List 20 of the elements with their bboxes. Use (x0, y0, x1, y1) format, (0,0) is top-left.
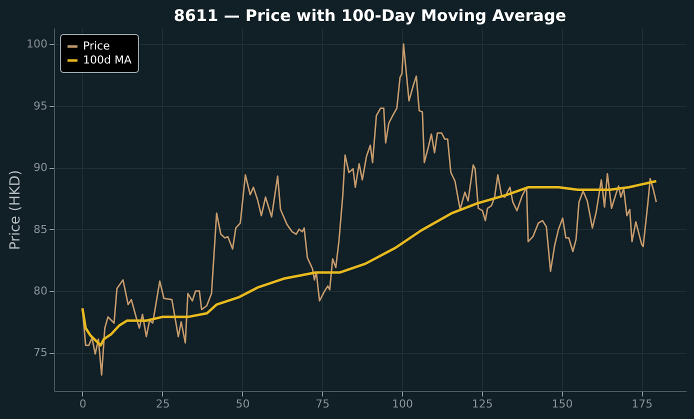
y-tick-label: 80 (34, 284, 48, 298)
x-tick-label: 0 (79, 398, 86, 410)
y-axis-title: Price (HKD) (8, 170, 24, 250)
line-series (82, 43, 658, 376)
x-tick-label: 150 (552, 398, 573, 410)
legend-label: 100d MA (83, 54, 132, 66)
x-tick-label: 75 (316, 398, 330, 410)
y-tick-label: 85 (34, 222, 48, 236)
line-series (81, 180, 658, 347)
x-tick-label: 125 (472, 398, 493, 410)
x-tick-label: 175 (632, 398, 653, 410)
x-tick-label: 100 (392, 398, 413, 410)
chart-title: 8611 — Price with 100-Day Moving Average (174, 6, 566, 25)
x-tick-label: 25 (156, 398, 170, 410)
y-tick-label: 75 (34, 346, 48, 360)
legend-label: Price (83, 40, 110, 52)
y-tick-label: 90 (34, 161, 48, 174)
y-tick-label: 95 (34, 99, 48, 112)
y-tick-label: 100 (26, 38, 48, 51)
x-tick-label: 50 (236, 398, 250, 410)
